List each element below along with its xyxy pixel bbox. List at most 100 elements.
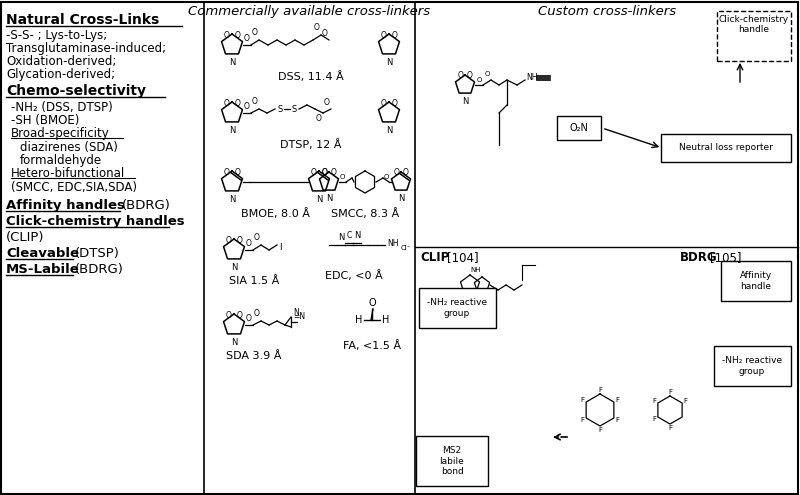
Text: O: O	[322, 168, 327, 177]
Text: N: N	[326, 194, 332, 203]
Text: O: O	[322, 29, 328, 38]
Text: Commercially available cross-linkers: Commercially available cross-linkers	[189, 5, 430, 18]
Text: EDC, <0 Å: EDC, <0 Å	[325, 270, 383, 281]
Text: NH: NH	[470, 297, 482, 303]
Text: S: S	[278, 104, 282, 113]
Text: [104]: [104]	[447, 251, 478, 264]
Text: N: N	[229, 195, 235, 204]
FancyBboxPatch shape	[717, 11, 791, 61]
Text: DTSP, 12 Å: DTSP, 12 Å	[280, 139, 342, 150]
Text: formaldehyde: formaldehyde	[20, 154, 102, 167]
Text: Glycation-derived;: Glycation-derived;	[6, 68, 115, 81]
Text: I: I	[279, 243, 282, 251]
Text: BDRG: BDRG	[680, 251, 718, 264]
Text: Transglutaminase-induced;: Transglutaminase-induced;	[6, 42, 166, 55]
Text: O: O	[234, 31, 241, 40]
Text: H: H	[382, 315, 390, 325]
Text: diazirenes (SDA): diazirenes (SDA)	[20, 141, 118, 154]
FancyBboxPatch shape	[557, 116, 601, 140]
FancyBboxPatch shape	[721, 261, 791, 301]
Text: O: O	[476, 77, 482, 83]
Text: Chemo-selectivity: Chemo-selectivity	[6, 84, 146, 98]
Text: Hetero-bifunctional: Hetero-bifunctional	[11, 167, 126, 180]
Text: O: O	[339, 174, 345, 180]
Text: [105]: [105]	[710, 251, 742, 264]
Text: N: N	[386, 58, 392, 67]
Text: O: O	[226, 236, 231, 245]
Text: O: O	[383, 174, 389, 180]
Text: C: C	[346, 231, 352, 240]
Text: F: F	[615, 397, 619, 403]
FancyBboxPatch shape	[714, 346, 791, 386]
Text: N: N	[229, 58, 235, 67]
Text: F: F	[581, 417, 585, 423]
Text: Neutral loss reporter: Neutral loss reporter	[679, 144, 773, 152]
Text: O: O	[330, 168, 337, 177]
Text: N: N	[398, 194, 404, 203]
Text: O: O	[223, 168, 230, 177]
Text: Click-chemistry
handle: Click-chemistry handle	[719, 15, 789, 34]
Text: S: S	[291, 104, 297, 113]
Text: N: N	[316, 195, 322, 204]
Text: -S-S- ; Lys-to-Lys;: -S-S- ; Lys-to-Lys;	[6, 29, 107, 42]
Text: -NH₂ reactive
group: -NH₂ reactive group	[427, 298, 487, 318]
Text: Click-chemistry handles: Click-chemistry handles	[6, 215, 185, 228]
Text: N: N	[386, 126, 392, 135]
Text: NH: NH	[387, 239, 398, 248]
Text: H: H	[354, 315, 362, 325]
Text: O: O	[252, 28, 258, 37]
Text: F: F	[581, 397, 585, 403]
Text: O: O	[226, 310, 231, 320]
Text: Cl⁻: Cl⁻	[401, 245, 411, 251]
Text: -NH₂ (DSS, DTSP): -NH₂ (DSS, DTSP)	[11, 101, 113, 114]
Text: (CLIP): (CLIP)	[6, 231, 45, 244]
Text: F: F	[653, 398, 657, 404]
Text: NH: NH	[526, 73, 538, 83]
Text: CLIP: CLIP	[420, 251, 450, 264]
Text: -SH (BMOE): -SH (BMOE)	[11, 114, 79, 127]
Text: =N: =N	[293, 312, 305, 321]
Text: -NH₂ reactive
group: -NH₂ reactive group	[722, 356, 782, 376]
Text: O: O	[324, 98, 330, 107]
Text: N: N	[462, 97, 468, 106]
Text: O: O	[223, 31, 230, 40]
Text: O: O	[368, 298, 376, 308]
Text: F: F	[598, 427, 602, 433]
Text: F: F	[668, 389, 672, 395]
Text: N: N	[231, 338, 237, 347]
Text: (BDRG): (BDRG)	[75, 263, 124, 276]
Text: F: F	[668, 425, 672, 431]
Text: N: N	[354, 231, 360, 240]
Text: Oxidation-derived;: Oxidation-derived;	[6, 55, 116, 68]
FancyBboxPatch shape	[416, 436, 488, 486]
Text: F: F	[683, 398, 687, 404]
Text: O: O	[314, 23, 320, 32]
Text: O: O	[254, 309, 260, 318]
Text: NH: NH	[470, 267, 482, 273]
Text: SDA 3.9 Å: SDA 3.9 Å	[226, 351, 282, 361]
Text: N: N	[231, 263, 237, 272]
Text: O: O	[252, 97, 258, 106]
Text: F: F	[598, 387, 602, 393]
Text: Affinity handles: Affinity handles	[6, 199, 125, 212]
Text: F: F	[653, 416, 657, 422]
Text: O: O	[391, 99, 398, 107]
Text: (DTSP): (DTSP)	[75, 247, 120, 260]
Text: O: O	[234, 99, 241, 107]
Text: N: N	[338, 233, 344, 242]
Text: O: O	[381, 99, 386, 107]
Text: O: O	[466, 71, 473, 80]
Text: O: O	[237, 236, 242, 245]
Text: O: O	[246, 314, 252, 323]
Text: O: O	[458, 71, 463, 80]
Text: Cleavable: Cleavable	[6, 247, 79, 260]
Text: BMOE, 8.0 Å: BMOE, 8.0 Å	[241, 208, 310, 219]
Text: O: O	[237, 310, 242, 320]
Text: N: N	[229, 126, 235, 135]
Text: O: O	[244, 102, 250, 111]
Text: SIA 1.5 Å: SIA 1.5 Å	[229, 276, 279, 286]
Text: O: O	[246, 239, 252, 248]
Text: O: O	[381, 31, 386, 40]
Text: Broad-specificity: Broad-specificity	[11, 127, 110, 140]
Text: O: O	[391, 31, 398, 40]
